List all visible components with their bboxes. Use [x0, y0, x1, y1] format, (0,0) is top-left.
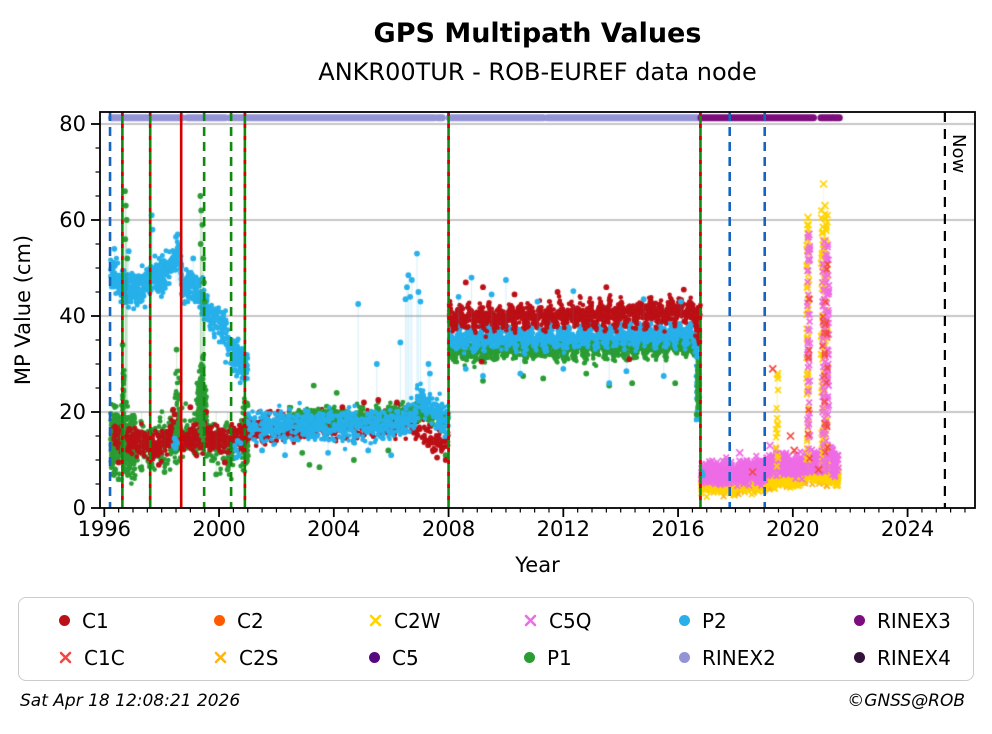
x-tick-label: 2012 — [537, 517, 590, 541]
legend-item-rinex2: RINEX2 — [679, 646, 854, 670]
legend-item-c5: C5 — [369, 646, 524, 670]
x-tick-label: 2004 — [307, 517, 360, 541]
legend-item-c1c: C1C — [59, 646, 214, 670]
legend-label: C5 — [392, 645, 419, 670]
c2w-x-marker-icon — [369, 614, 382, 627]
rinex2-dot-marker-icon — [679, 652, 690, 663]
c1-dot-marker-icon — [59, 615, 70, 626]
now-label: Now — [948, 134, 969, 173]
c5q-x-marker-icon — [524, 614, 537, 627]
legend-label: RINEX3 — [877, 608, 951, 633]
legend-item-c2s: C2S — [214, 646, 369, 670]
legend-item-c5q: C5Q — [524, 609, 679, 633]
x-tick-label: 1996 — [78, 517, 131, 541]
p1-dot-marker-icon — [524, 652, 535, 663]
legend-label: C2 — [237, 608, 264, 633]
x-axis-label: Year — [514, 553, 560, 577]
x-tick-label: 2016 — [651, 517, 704, 541]
legend-item-rinex3: RINEX3 — [854, 609, 973, 633]
p2-dot-marker-icon — [679, 615, 690, 626]
legend-item-c2: C2 — [214, 609, 369, 633]
c5-dot-marker-icon — [369, 652, 380, 663]
c2s-x-marker-icon — [214, 651, 227, 664]
legend-label: P1 — [547, 645, 572, 670]
plot-timestamp: Sat Apr 18 12:08:21 2026 — [20, 691, 241, 711]
plot-border — [99, 111, 976, 509]
y-tick-label: 20 — [59, 400, 86, 424]
y-tick-label: 80 — [59, 112, 86, 136]
legend-item-p2: P2 — [679, 609, 854, 633]
chart-area: Now 1996 2000 2004 2008 2012 2016 2020 2024 0 20 40… — [0, 0, 992, 592]
legend-item-c1: C1 — [59, 609, 214, 633]
x-tick-label: 2024 — [881, 517, 934, 541]
credit-text: ©GNSS@ROB — [847, 691, 965, 711]
legend-label: C2S — [239, 645, 279, 670]
y-tick-label: 0 — [73, 496, 86, 520]
y-tick-label: 60 — [59, 208, 86, 232]
legend-label: C1 — [82, 608, 109, 633]
y-axis-label: MP Value (cm) — [11, 235, 35, 385]
scatter-points-canvas — [0, 0, 992, 592]
legend-label: C1C — [84, 645, 125, 670]
y-tick-label: 40 — [59, 304, 86, 328]
legend-label: C5Q — [549, 608, 592, 633]
legend-label: RINEX4 — [877, 645, 951, 670]
legend-label: P2 — [702, 608, 727, 633]
legend-label: C2W — [394, 608, 441, 633]
legend-label: RINEX2 — [702, 645, 776, 670]
x-tick-label: 2020 — [766, 517, 819, 541]
x-tick-label: 2008 — [422, 517, 475, 541]
rinex4-dot-marker-icon — [854, 652, 865, 663]
x-tick-label: 2000 — [192, 517, 245, 541]
legend-item-p1: P1 — [524, 646, 679, 670]
legend-item-c2w: C2W — [369, 609, 524, 633]
c1c-x-marker-icon — [59, 651, 72, 664]
legend-box: C1 C2 C2W C5Q P2 RINEX3 C1C C2S C5 P1 RINEX2 RINEX4 — [18, 597, 974, 681]
rinex3-dot-marker-icon — [854, 615, 865, 626]
legend-item-rinex4: RINEX4 — [854, 646, 973, 670]
chart-axes-svg: Now 1996 2000 2004 2008 2012 2016 2020 2024 0 20 40… — [11, 111, 976, 577]
c2-dot-marker-icon — [214, 615, 225, 626]
